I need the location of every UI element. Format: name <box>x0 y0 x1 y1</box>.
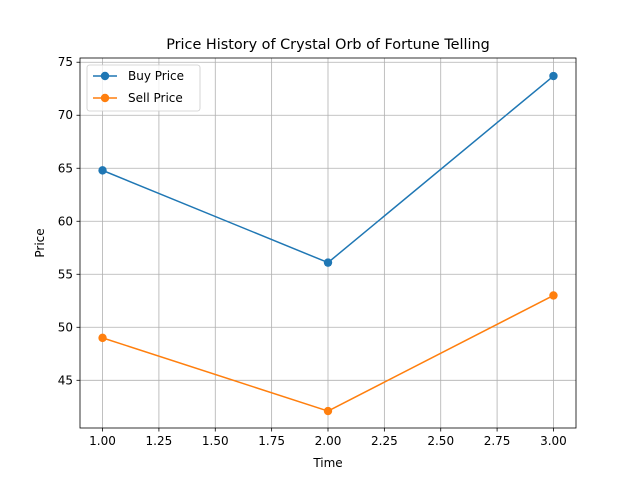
x-tick-label: 3.00 <box>540 434 567 448</box>
chart-title: Price History of Crystal Orb of Fortune … <box>166 37 490 53</box>
x-axis-label: Time <box>312 456 342 470</box>
grid <box>80 58 576 428</box>
sell-price-point <box>549 291 558 300</box>
legend-sell-price-marker <box>100 93 110 103</box>
x-axis-ticks: 1.00 1.25 1.50 1.75 2.00 2.25 2.50 2.75 3.00 <box>89 428 567 448</box>
legend: Buy Price Sell Price <box>86 64 201 112</box>
buy-price-point <box>323 258 333 267</box>
x-tick-label: 1.00 <box>89 434 116 448</box>
y-tick-label: 65 <box>58 161 73 175</box>
series-layer <box>98 71 558 416</box>
legend-sell-price-label: Sell Price <box>128 91 183 105</box>
x-tick-label: 2.50 <box>427 434 454 448</box>
x-tick-label: 2.25 <box>371 434 398 448</box>
y-tick-label: 50 <box>58 320 73 334</box>
y-tick-label: 45 <box>58 373 73 387</box>
y-tick-label: 55 <box>58 267 73 281</box>
y-axis-label: Price <box>33 228 47 257</box>
x-tick-label: 1.25 <box>146 434 173 448</box>
buy-price-point <box>98 166 107 175</box>
legend-buy-price-label: Buy Price <box>128 69 184 83</box>
y-tick-label: 70 <box>58 108 73 122</box>
x-tick-label: 2.00 <box>315 434 342 448</box>
sell-price-point <box>98 333 107 343</box>
y-tick-label: 75 <box>58 55 73 69</box>
legend-buy-price-marker <box>100 71 110 81</box>
sell-price-point <box>323 406 333 416</box>
x-tick-label: 2.75 <box>484 434 511 448</box>
y-tick-label: 60 <box>58 214 73 228</box>
buy-price-point <box>549 71 558 81</box>
x-tick-label: 1.75 <box>258 434 285 448</box>
y-axis-ticks: 45 50 55 60 65 70 75 <box>58 55 80 387</box>
x-tick-label: 1.50 <box>202 434 229 448</box>
